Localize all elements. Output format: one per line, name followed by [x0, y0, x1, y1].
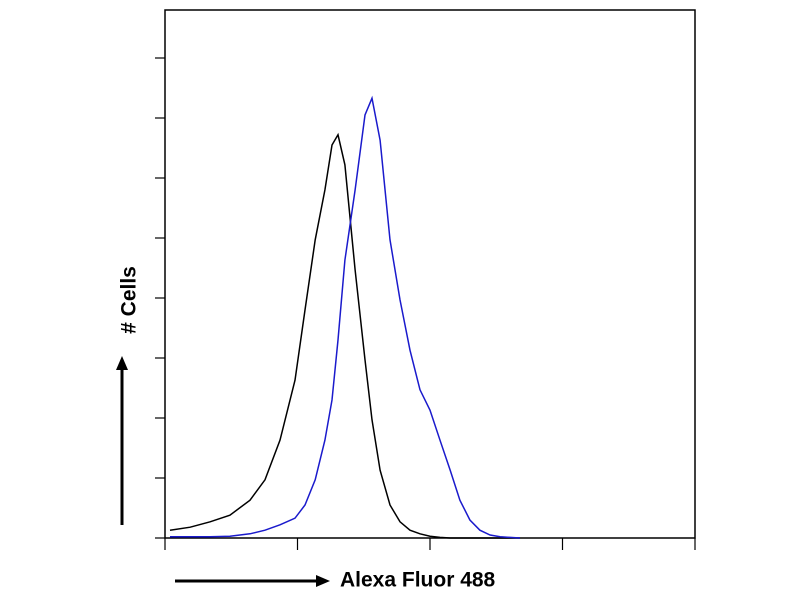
x-axis-label: Alexa Fluor 488	[340, 569, 496, 592]
plot-frame	[164, 9, 696, 539]
y-arrow-head	[116, 356, 128, 370]
series-line	[170, 95, 521, 539]
series-line	[169, 132, 520, 539]
x-arrow-head	[316, 575, 330, 587]
y-axis-label: # Cells	[118, 266, 141, 334]
